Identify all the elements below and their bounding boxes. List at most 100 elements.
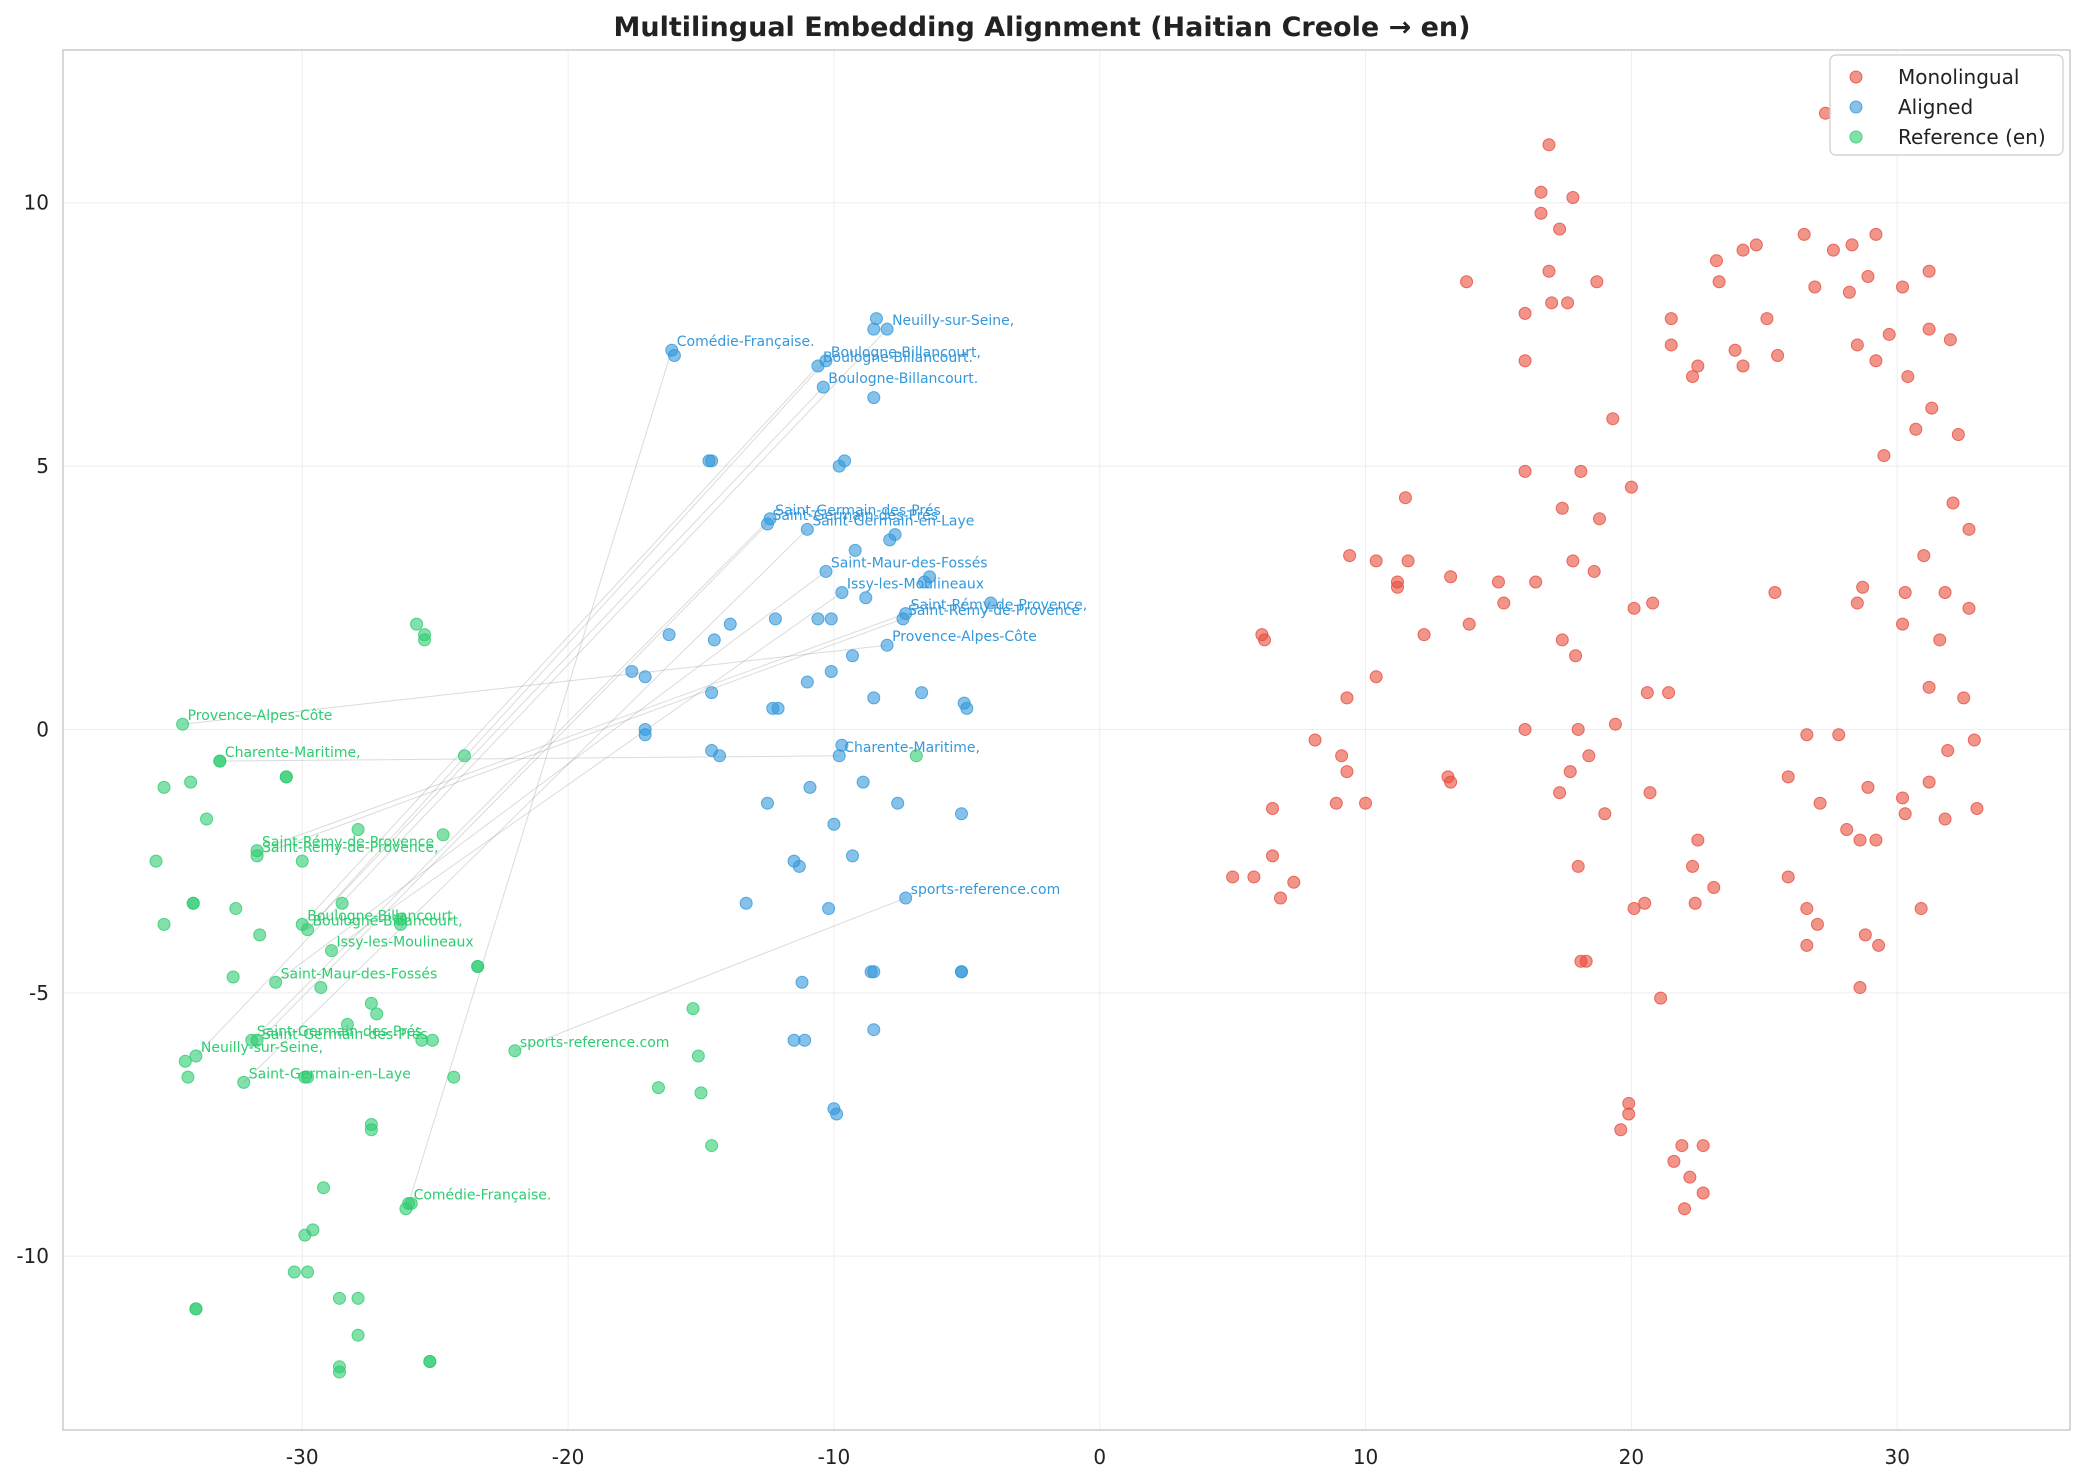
y-tick-label: 10 — [24, 191, 49, 215]
monolingual-point — [1460, 275, 1474, 289]
monolingual-point — [1340, 691, 1354, 705]
monolingual-point — [1579, 954, 1593, 968]
alignment-connection-line — [256, 618, 904, 857]
point-label: Charente-Maritime, — [844, 740, 980, 756]
point-label: Comédie-Française. — [414, 1188, 552, 1204]
monolingual-point — [1678, 1202, 1692, 1216]
alignment-connection-line — [256, 523, 768, 1044]
point-label: Saint-Rémy-de-Provence, — [262, 840, 439, 856]
x-tick-label: 20 — [1619, 1445, 1644, 1469]
monolingual-point — [1925, 401, 1939, 415]
monolingual-point — [1909, 422, 1923, 436]
aligned-point — [869, 312, 883, 326]
monolingual-point — [1845, 238, 1859, 252]
monolingual-point — [1872, 938, 1886, 952]
reference-en-point — [184, 775, 198, 789]
monolingual-point — [1842, 285, 1856, 299]
y-tick-label: 0 — [36, 717, 49, 741]
monolingual-point — [1941, 744, 1955, 758]
y-tick-label: -10 — [16, 1244, 49, 1268]
reference-en-point — [508, 1044, 522, 1058]
aligned-point — [811, 359, 825, 373]
point-label: Saint-Germain-en-Laye — [812, 513, 974, 529]
reference-en-point — [418, 633, 432, 647]
aligned-point — [899, 891, 913, 905]
aligned-point — [867, 691, 881, 705]
monolingual-point — [1707, 880, 1721, 894]
aligned-point — [638, 670, 652, 684]
monolingual-point — [1696, 1186, 1710, 1200]
monolingual-point — [1736, 359, 1750, 373]
aligned-point — [803, 780, 817, 794]
alignment-connection-line — [331, 592, 843, 952]
aligned-point — [811, 612, 825, 626]
alignment-connection-line — [251, 518, 771, 1041]
monolingual-point — [1582, 749, 1596, 763]
reference-en-point — [471, 959, 485, 973]
monolingual-point — [1664, 338, 1678, 352]
reference-en-point — [447, 1070, 461, 1084]
monolingual-point — [1850, 338, 1864, 352]
reference-en-point — [394, 917, 408, 931]
reference-en-point — [269, 975, 283, 989]
monolingual-point — [1369, 670, 1383, 684]
aligned-point — [883, 533, 897, 547]
legend-label-monolingual: Monolingual — [1898, 65, 2019, 89]
monolingual-point — [1856, 580, 1870, 594]
monolingual-point — [1781, 870, 1795, 884]
aligned-point — [891, 796, 905, 810]
monolingual-point — [1686, 370, 1700, 384]
monolingual-point — [1922, 322, 1936, 336]
aligned-point — [954, 965, 968, 979]
reference-en-point — [213, 754, 227, 768]
point-label: Saint-Maur-des-Fossés — [281, 966, 438, 982]
monolingual-point — [1571, 722, 1585, 736]
reference-en-point — [317, 1181, 331, 1195]
aligned-point — [867, 965, 881, 979]
aligned-point — [846, 849, 860, 863]
monolingual-point — [1962, 522, 1976, 536]
monolingual-point — [1853, 981, 1867, 995]
reference-en-point — [694, 1086, 708, 1100]
aligned-point — [760, 796, 774, 810]
monolingual-point — [1840, 823, 1854, 837]
monolingual-point — [1553, 222, 1567, 236]
aligned-point — [638, 728, 652, 742]
reference-en-point — [332, 1365, 346, 1379]
chart-title: Multilingual Embedding Alignment (Haitia… — [614, 12, 1471, 43]
point-label: Provence-Alpes-Côte — [892, 629, 1037, 645]
monolingual-point — [1266, 849, 1280, 863]
point-label: Saint-Germain-des-Prés — [262, 1027, 428, 1043]
reference-en-point — [364, 996, 378, 1010]
monolingual-point — [1938, 812, 1952, 826]
reference-en-point — [200, 812, 214, 826]
monolingual-point — [1800, 728, 1814, 742]
alignment-connection-line — [275, 571, 827, 983]
monolingual-point — [1643, 786, 1657, 800]
reference-en-point — [410, 617, 424, 631]
reference-en-point — [237, 1075, 251, 1089]
reference-en-point — [178, 1054, 192, 1068]
monolingual-point — [1683, 1170, 1697, 1184]
monolingual-point — [1518, 306, 1532, 320]
aligned-point — [713, 749, 727, 763]
reference-en-point — [351, 1328, 365, 1342]
monolingual-point — [1608, 717, 1622, 731]
monolingual-point — [1529, 575, 1543, 589]
monolingual-point — [1850, 596, 1864, 610]
monolingual-point — [1951, 428, 1965, 442]
aligned-point — [984, 596, 998, 610]
aligned-point — [792, 859, 806, 873]
reference-en-point — [691, 1049, 705, 1063]
monolingual-point — [1664, 312, 1678, 326]
monolingual-point — [1401, 554, 1415, 568]
monolingual-point — [1667, 1154, 1681, 1168]
reference-en-point — [686, 1002, 700, 1016]
point-label: Boulogne-Billancourt, — [831, 345, 981, 361]
monolingual-point — [1390, 580, 1404, 594]
y-tick-label: -5 — [29, 981, 49, 1005]
reference-en-point — [457, 749, 471, 763]
monolingual-point — [1590, 275, 1604, 289]
monolingual-point — [1640, 686, 1654, 700]
